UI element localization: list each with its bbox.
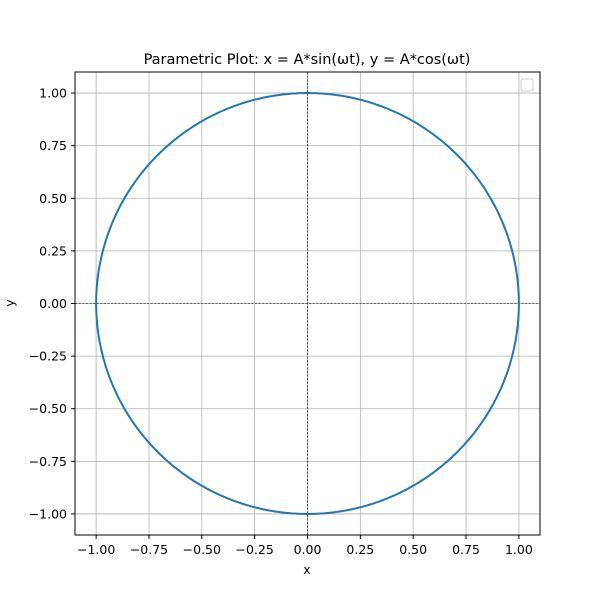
legend [520, 78, 534, 92]
series-line [95, 92, 520, 515]
y-axis-label: y [2, 299, 17, 307]
x-tick-label: −1.00 [77, 542, 115, 557]
y-tick-label: 0.50 [39, 191, 67, 206]
y-tick-label: 1.00 [39, 86, 67, 101]
y-axis: −1.00 −0.75 −0.50 −0.25 0.00 0.25 0.50 0.75 1.00 [29, 86, 75, 521]
y-tick-label: 0.25 [39, 243, 67, 258]
x-tick-label: −0.75 [130, 542, 168, 557]
x-axis: −1.00 −0.75 −0.50 −0.25 0.00 0.25 0.50 0.75 1.00 [77, 535, 533, 557]
y-tick-label: −0.75 [29, 454, 67, 469]
x-tick-label: 0.75 [452, 542, 480, 557]
y-tick-label: −0.25 [29, 349, 67, 364]
x-tick-label: −0.25 [236, 542, 274, 557]
x-tick-label: −0.50 [183, 542, 221, 557]
reference-lines [75, 72, 540, 535]
y-tick-label: −1.00 [29, 506, 67, 521]
x-tick-label: 0.00 [294, 542, 322, 557]
y-tick-label: −0.50 [29, 401, 67, 416]
y-tick-label: 0.75 [39, 138, 67, 153]
x-axis-label: x [303, 562, 310, 577]
x-tick-label: 1.00 [505, 542, 533, 557]
x-tick-label: 0.25 [346, 542, 374, 557]
y-tick-label: 0.00 [39, 296, 67, 311]
chart-title: Parametric Plot: x = A*sin(ωt), y = A*co… [144, 52, 471, 68]
x-tick-label: 0.50 [399, 542, 427, 557]
series-layer [95, 92, 520, 515]
